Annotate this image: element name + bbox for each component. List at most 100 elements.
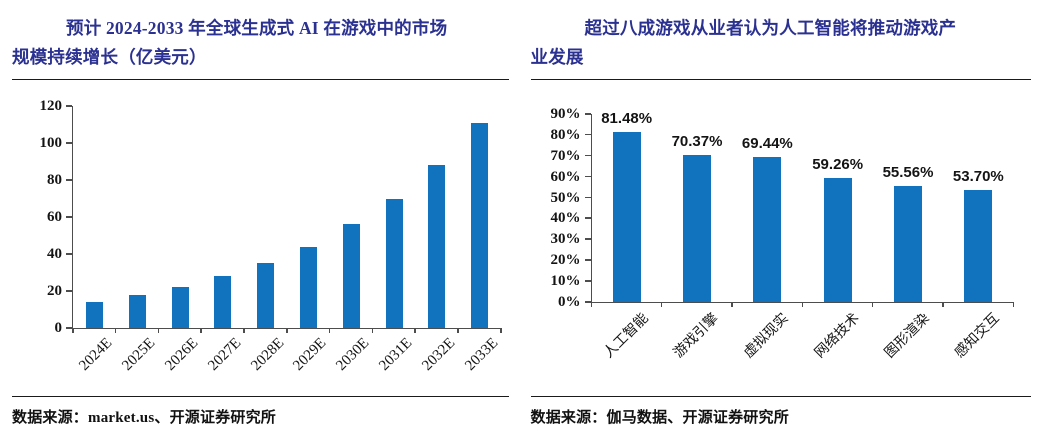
y-axis-tick-label: 80% [550, 126, 581, 143]
left-chart-title-line2: 规模持续增长（亿美元） [12, 47, 207, 67]
bar-2030E [342, 224, 360, 328]
y-axis-tick-label: 100 [39, 135, 63, 151]
bar-虚拟现实 [753, 156, 782, 302]
x-axis-category-label: 2032E [419, 335, 459, 375]
x-axis-tick-mark [942, 302, 944, 307]
x-axis-tick-mark [457, 328, 459, 333]
x-axis-tick-mark [1012, 302, 1015, 307]
bar-2031E [385, 198, 403, 328]
x-axis-tick-mark [871, 302, 874, 307]
bar-value-label: 69.44% [741, 134, 793, 152]
right-chart-source: 数据来源：伽马数据、开源证券研究所 [530, 410, 789, 426]
bar-游戏引擎 [683, 155, 711, 302]
x-axis-category-label: 2028E [247, 335, 287, 375]
title-underline [12, 79, 509, 80]
x-axis-tick-mark [731, 302, 733, 307]
bar-感知交互 [964, 189, 993, 302]
y-axis-tick-mark [584, 280, 591, 282]
bar-2028E [257, 263, 275, 328]
y-axis-tick-label: 20% [550, 252, 581, 269]
bar-人工智能 [612, 131, 641, 302]
y-axis-tick-mark [584, 196, 591, 199]
x-axis-category-label: 2024E [76, 335, 116, 375]
y-axis-tick-label: 120 [39, 98, 63, 114]
y-axis-tick-mark [584, 301, 591, 303]
bar-chart-practitioner-survey: 81.48% 人工智能 70.37% 游戏引擎 69.44% 虚拟现实 59.26% 网络技术… [531, 80, 1032, 392]
y-axis-tick-mark [584, 217, 591, 220]
x-axis-category-label: 网络技术 [812, 311, 863, 362]
y-axis-tick-label: 0 [54, 320, 63, 336]
y-axis-tick-mark [584, 113, 591, 115]
y-axis-tick-mark [584, 238, 591, 240]
y-axis-tick-mark [66, 253, 72, 255]
plot-area: 81.48% 人工智能 70.37% 游戏引擎 69.44% 虚拟现实 59.26% 网络技术… [590, 109, 1015, 361]
x-axis-category-label: 2033E [461, 335, 501, 375]
left-chart-title: 预计 2024-2033 年全球生成式 AI 在游戏中的市场 规模持续增长（亿美… [12, 14, 509, 72]
bar-value-label: 59.26% [812, 156, 864, 174]
right-chart-title-line2: 业发展 [530, 47, 584, 67]
y-axis-tick-mark [66, 327, 72, 329]
right-chart-title: 超过八成游戏从业者认为人工智能将推动游戏产 业发展 [531, 14, 1032, 72]
bar-网络技术 [823, 178, 852, 302]
x-axis-tick-mark [660, 302, 663, 307]
y-axis-tick-label: 40 [47, 246, 62, 262]
x-axis-category-label: 2031E [376, 335, 416, 375]
bar-图形渲染 [894, 185, 922, 302]
x-axis-category-label: 感知交互 [952, 311, 1003, 362]
x-axis-category-label: 2026E [162, 335, 202, 375]
y-axis-tick-mark [66, 142, 72, 144]
bar-2025E [128, 294, 146, 328]
y-axis-tick-mark [584, 259, 591, 261]
y-axis-tick-label: 0% [558, 294, 581, 310]
x-axis-category-label: 游戏引擎 [671, 311, 722, 362]
x-axis-tick-mark [371, 328, 374, 333]
y-axis-tick-label: 20 [47, 283, 62, 299]
x-axis-category-label: 人工智能 [601, 311, 652, 362]
y-axis-tick-label: 60 [47, 209, 62, 225]
x-axis-tick-mark [114, 328, 117, 333]
y-axis-tick-label: 40% [550, 210, 581, 227]
bar-value-label: 55.56% [882, 163, 934, 181]
panel-generative-ai-market: 预计 2024-2033 年全球生成式 AI 在游戏中的市场 规模持续增长（亿美… [12, 14, 509, 441]
x-axis-tick-mark [286, 328, 288, 333]
left-chart-source: 数据来源：market.us、开源证券研究所 [12, 410, 276, 426]
x-axis-category-label: 图形渲染 [882, 311, 933, 362]
y-axis-tick-mark [66, 216, 72, 218]
x-axis-tick-mark [500, 328, 502, 333]
right-chart-title-line1: 超过八成游戏从业者认为人工智能将推动游戏产 [584, 18, 957, 38]
x-axis-tick-mark [414, 328, 416, 333]
y-axis-tick-label: 70% [550, 147, 581, 164]
x-axis-category-label: 虚拟现实 [741, 311, 792, 362]
y-axis-tick-mark [66, 290, 72, 292]
bar-value-label: 70.37% [671, 133, 723, 150]
left-chart-title-line1: 预计 2024-2033 年全球生成式 AI 在游戏中的市场 [66, 18, 448, 38]
x-axis-category-label: 2027E [205, 335, 245, 375]
x-axis-category-label: 2025E [119, 335, 159, 375]
y-axis-tick-label: 60% [550, 168, 581, 185]
y-axis-tick-label: 30% [550, 231, 581, 248]
x-axis-tick-mark [590, 302, 593, 307]
y-axis-tick-mark [584, 154, 591, 157]
bar-2024E [85, 302, 103, 328]
bar-2026E [171, 287, 189, 328]
y-axis-tick-mark [584, 175, 591, 178]
y-axis-tick-label: 10% [550, 273, 581, 290]
x-axis-tick-mark [72, 328, 74, 333]
bar-value-label: 81.48% [601, 109, 653, 127]
x-axis-tick-mark [328, 328, 331, 333]
x-axis-tick-mark [243, 328, 245, 333]
plot-area: 2024E 2025E 2026E 2027E 2028E 2029E 2030E 2031E… [72, 106, 502, 374]
y-axis-tick-mark [584, 133, 591, 136]
y-axis-tick-label: 80 [47, 172, 62, 188]
y-axis-tick-mark [66, 105, 72, 107]
x-axis-tick-mark [801, 302, 804, 307]
bar-2029E [299, 246, 317, 328]
x-axis-tick-mark [200, 328, 202, 333]
y-axis-tick-label: 50% [550, 189, 581, 206]
bar-value-label: 53.70% [952, 167, 1004, 185]
x-axis-category-label: 2029E [290, 335, 330, 375]
bar-2032E [428, 165, 446, 328]
source-divider [12, 396, 509, 397]
bar-chart-generative-ai-market: 2024E 2025E 2026E 2027E 2028E 2029E 2030E 2031E… [12, 80, 509, 392]
